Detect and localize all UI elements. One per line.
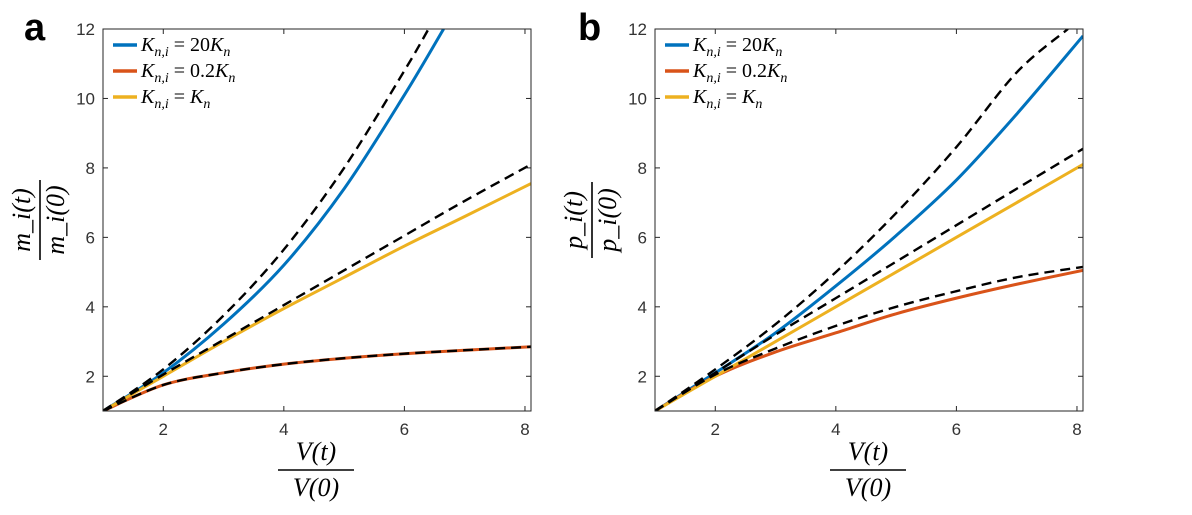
y-tick-label-a: 6 <box>86 228 95 247</box>
y-tick-label-b: 4 <box>638 298 647 317</box>
panel-letter-a: a <box>24 7 46 49</box>
x-axis-label-b: V(t) V(0) <box>830 437 906 502</box>
x-tick-label-a: 4 <box>279 420 288 439</box>
x-label-denominator-b: V(0) <box>845 473 891 502</box>
axes-box-b <box>654 28 1084 412</box>
y-label-denominator-a: m_i(0) <box>41 185 70 254</box>
dashed-approx-line-b-5 <box>655 265 1083 411</box>
series-line-a-1 <box>103 345 531 411</box>
legend-label-b-2: Kn,i = Kn <box>692 86 762 112</box>
y-axis-label-b: p_i(t) p_i(0) <box>559 182 622 258</box>
legend-label-a-0: Kn,i = 20Kn <box>140 34 230 60</box>
dashed-approx-line-b-3 <box>655 29 1069 411</box>
x-tick-label-b: 2 <box>711 420 720 439</box>
y-tick-label-a: 8 <box>86 159 95 178</box>
series-line-a-0 <box>103 29 445 411</box>
dashed-approx-line-a-3 <box>103 29 430 411</box>
x-tick-label-b: 4 <box>831 420 840 439</box>
y-label-numerator-b: p_i(t) <box>559 191 588 251</box>
panel-letter-b: b <box>578 7 601 49</box>
plot-area-a: 2 4 6 8 2 4 6 8 10 12 <box>76 20 532 439</box>
y-label-denominator-b: p_i(0) <box>593 188 622 254</box>
y-tick-label-a: 10 <box>76 89 95 108</box>
series-line-b-1 <box>655 268 1083 411</box>
legend-label-b-0: Kn,i = 20Kn <box>692 34 782 60</box>
y-label-numerator-a: m_i(t) <box>7 188 36 252</box>
legend-entry-b-0: Kn,i = 20Kn <box>665 34 782 60</box>
x-tick-label-a: 2 <box>159 420 168 439</box>
y-tick-label-a: 4 <box>86 298 95 317</box>
dashed-approx-line-a-4 <box>103 163 531 411</box>
x-label-denominator-a: V(0) <box>293 473 339 502</box>
x-tick-label-b: 6 <box>952 420 961 439</box>
series-line-b-2 <box>655 163 1083 411</box>
legend-entry-a-2: Kn,i = Kn <box>113 86 210 112</box>
y-tick-label-b: 10 <box>628 89 647 108</box>
axes-box-a <box>102 28 532 412</box>
legend-label-b-1: Kn,i = 0.2Kn <box>692 60 787 86</box>
y-tick-label-b: 12 <box>628 20 647 39</box>
series-line-b-0 <box>655 34 1083 411</box>
legend-entry-a-0: Kn,i = 20Kn <box>113 34 230 60</box>
legend-entry-a-1: Kn,i = 0.2Kn <box>113 60 235 86</box>
x-label-numerator-a: V(t) <box>296 437 336 466</box>
x-tick-label-b: 8 <box>1072 420 1081 439</box>
y-tick-label-b: 2 <box>638 367 647 386</box>
legend-entry-b-2: Kn,i = Kn <box>665 86 762 112</box>
y-axis-label-a: m_i(t) m_i(0) <box>7 180 70 260</box>
x-axis-label-a: V(t) V(0) <box>278 437 354 502</box>
y-tick-label-a: 12 <box>76 20 95 39</box>
legend-entry-b-1: Kn,i = 0.2Kn <box>665 60 787 86</box>
series-group-b <box>655 29 1083 411</box>
y-tick-label-b: 6 <box>638 228 647 247</box>
legend-label-a-2: Kn,i = Kn <box>140 86 210 112</box>
y-tick-label-b: 8 <box>638 159 647 178</box>
x-tick-label-a: 6 <box>400 420 409 439</box>
x-tick-label-a: 8 <box>520 420 529 439</box>
series-group-a <box>103 29 531 411</box>
dashed-approx-line-b-4 <box>655 147 1083 411</box>
plot-area-b: 2 4 6 8 2 4 6 8 10 12 <box>628 20 1084 439</box>
y-tick-label-a: 2 <box>86 367 95 386</box>
legend-label-a-1: Kn,i = 0.2Kn <box>140 60 235 86</box>
series-line-a-2 <box>103 182 531 411</box>
x-label-numerator-b: V(t) <box>848 437 888 466</box>
dashed-approx-line-a-5 <box>103 345 531 411</box>
